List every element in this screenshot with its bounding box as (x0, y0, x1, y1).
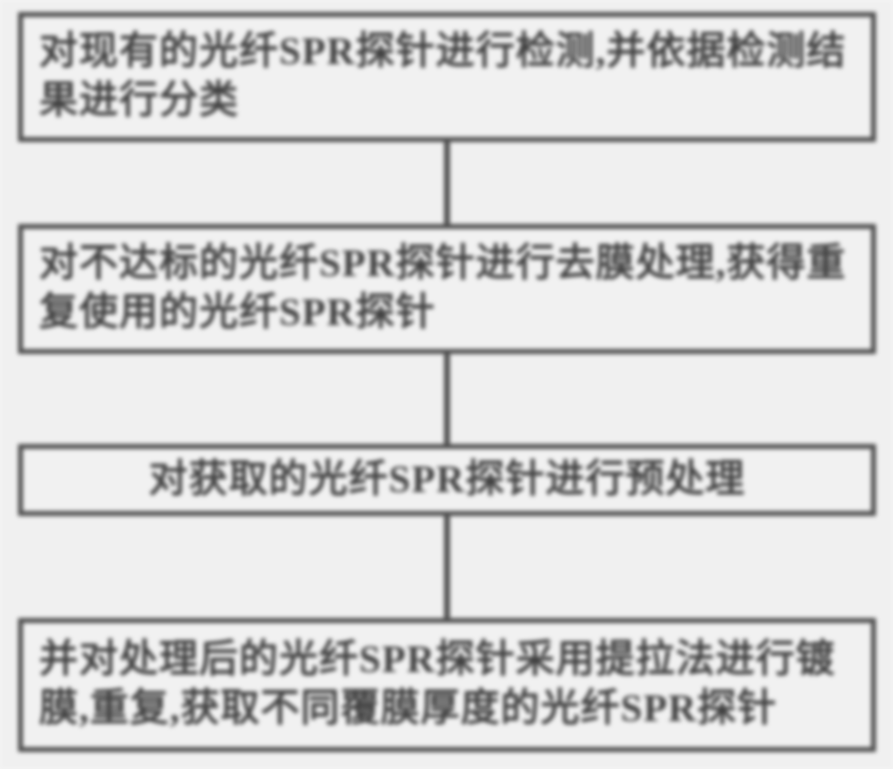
flow-step-text: 对不达标的光纤SPR探针进行去膜处理,获得重复使用的光纤SPR探针 (39, 240, 855, 338)
flow-step-step1: 对现有的光纤SPR探针进行检测,并依据检测结果进行分类 (18, 12, 876, 142)
flow-step-text: 对获取的光纤SPR探针进行预处理 (39, 456, 855, 505)
flow-step-step3: 对获取的光纤SPR探针进行预处理 (18, 444, 876, 516)
flow-step-text: 对现有的光纤SPR探针进行检测,并依据检测结果进行分类 (39, 28, 855, 126)
connector-step1-step2 (444, 142, 450, 224)
connector-step2-step3 (444, 354, 450, 444)
flow-step-step4: 并对处理后的光纤SPR探针采用提拉法进行镀膜,重复,获取不同覆膜厚度的光纤SPR… (18, 618, 876, 752)
flow-step-text: 并对处理后的光纤SPR探针采用提拉法进行镀膜,重复,获取不同覆膜厚度的光纤SPR… (39, 636, 855, 734)
connector-step3-step4 (444, 516, 450, 618)
flowchart-canvas: 对现有的光纤SPR探针进行检测,并依据检测结果进行分类对不达标的光纤SPR探针进… (0, 0, 893, 769)
flow-step-step2: 对不达标的光纤SPR探针进行去膜处理,获得重复使用的光纤SPR探针 (18, 224, 876, 354)
